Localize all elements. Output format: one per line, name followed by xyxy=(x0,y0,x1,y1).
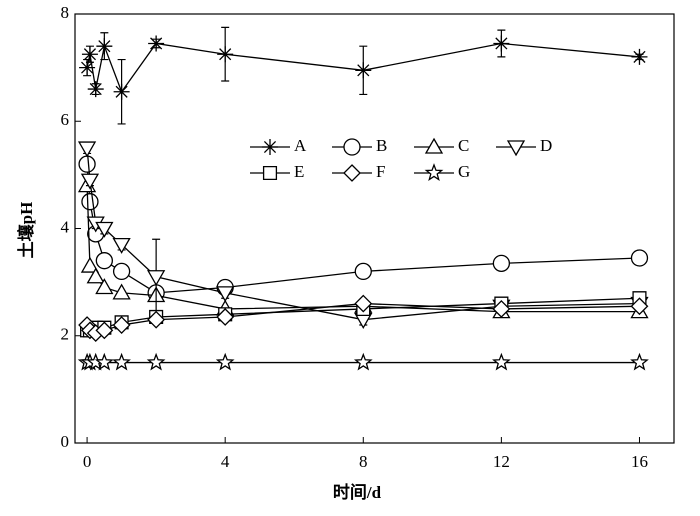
legend-marker xyxy=(262,139,278,155)
marker xyxy=(95,278,114,295)
legend-label: C xyxy=(458,136,469,155)
marker xyxy=(79,59,96,76)
marker xyxy=(492,352,511,371)
y-tick-label: 2 xyxy=(61,325,70,344)
legend-marker xyxy=(424,163,444,181)
x-axis-label: 时间/d xyxy=(333,482,382,502)
marker xyxy=(631,48,648,65)
marker xyxy=(630,297,649,316)
marker xyxy=(630,249,649,267)
x-tick-label: 16 xyxy=(631,452,648,471)
legend-marker xyxy=(343,138,361,156)
marker xyxy=(216,308,235,326)
marker xyxy=(492,300,511,318)
series-line xyxy=(86,42,640,94)
marker xyxy=(95,321,114,340)
marker xyxy=(81,46,98,63)
y-tick-label: 6 xyxy=(61,110,70,129)
marker xyxy=(147,270,166,287)
marker xyxy=(112,237,131,254)
marker xyxy=(492,254,511,272)
marker xyxy=(112,283,131,300)
legend-marker xyxy=(343,164,361,182)
marker xyxy=(215,352,235,371)
marker xyxy=(112,316,131,334)
marker xyxy=(216,286,235,303)
marker xyxy=(493,35,510,52)
marker xyxy=(354,294,373,313)
marker xyxy=(147,310,166,329)
y-tick-label: 4 xyxy=(61,217,70,236)
x-tick-label: 8 xyxy=(359,452,368,471)
marker xyxy=(355,62,372,79)
marker xyxy=(148,35,165,52)
marker xyxy=(113,83,130,100)
marker xyxy=(77,141,97,158)
marker xyxy=(87,81,104,98)
marker xyxy=(354,262,372,280)
marker xyxy=(80,173,100,190)
marker xyxy=(78,155,96,173)
marker xyxy=(95,221,114,238)
marker xyxy=(86,267,105,284)
x-tick-label: 12 xyxy=(493,452,510,471)
series-line xyxy=(86,148,640,321)
plot-frame xyxy=(74,13,675,444)
y-axis-label: 土壤pH xyxy=(16,202,36,259)
legend-label: F xyxy=(376,162,385,181)
legend-label: G xyxy=(458,162,470,181)
legend-label: D xyxy=(540,136,552,155)
marker xyxy=(94,352,114,371)
marker xyxy=(81,193,99,211)
marker xyxy=(217,46,234,63)
marker xyxy=(80,256,100,273)
marker xyxy=(353,352,373,371)
legend-label: E xyxy=(294,162,304,181)
marker xyxy=(112,352,131,371)
x-tick-label: 0 xyxy=(83,452,92,471)
marker xyxy=(95,252,113,270)
legend-label: A xyxy=(294,136,307,155)
legend-marker xyxy=(506,140,526,157)
marker xyxy=(630,352,649,371)
legend-label: B xyxy=(376,136,387,155)
x-tick-label: 4 xyxy=(221,452,230,471)
y-tick-label: 0 xyxy=(61,432,70,451)
marker xyxy=(146,352,166,371)
legend-marker xyxy=(424,137,444,154)
y-tick-label: 8 xyxy=(61,3,70,22)
marker xyxy=(96,38,113,55)
series-line xyxy=(86,185,640,313)
marker xyxy=(112,262,131,280)
legend-marker xyxy=(262,165,278,181)
